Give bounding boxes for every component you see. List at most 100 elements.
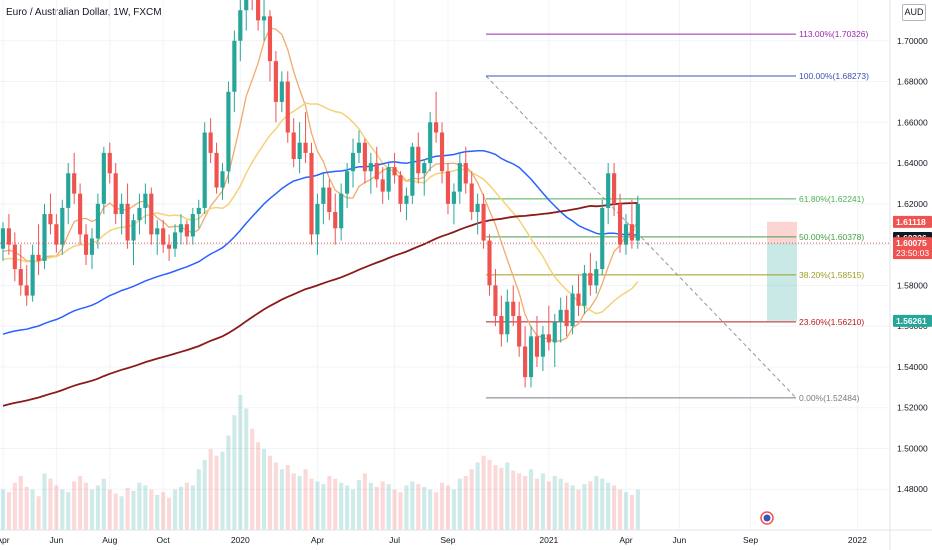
candle-body <box>208 132 213 153</box>
currency-badge[interactable]: AUD <box>902 4 926 21</box>
volume-bar <box>416 484 421 530</box>
volume-bar <box>149 489 154 530</box>
price-tag-label: 1.60075 <box>896 238 927 248</box>
candle-body <box>279 81 284 102</box>
volume-bar <box>196 469 201 530</box>
price-tag-label: 1.56261 <box>896 316 927 326</box>
y-tick-label: 1.68000 <box>897 77 928 87</box>
volume-bar <box>54 485 59 530</box>
volume-bar <box>232 415 237 530</box>
volume-bar <box>356 480 362 530</box>
candle-body <box>493 285 498 316</box>
candle-body <box>534 336 540 357</box>
volume-bar <box>517 473 522 530</box>
candle-body <box>350 152 356 172</box>
volume-bar <box>214 455 219 530</box>
candle-body <box>422 163 427 174</box>
volume-bar <box>0 489 6 530</box>
volume-bar <box>629 494 634 530</box>
volume-bar <box>505 462 510 530</box>
volume-bar <box>78 476 83 530</box>
volume-bar <box>439 482 445 530</box>
volume-bar <box>475 462 480 530</box>
candle-body <box>594 269 599 286</box>
volume-bar <box>18 476 23 530</box>
volume-bar <box>72 481 77 530</box>
candle-body <box>404 195 409 204</box>
volume-bar <box>481 455 486 530</box>
candle-body <box>18 269 23 286</box>
candle-body <box>172 232 178 249</box>
volume-bar <box>66 492 71 530</box>
candle-body <box>481 203 486 241</box>
candle-body <box>125 203 130 241</box>
fibonacci-levels: 113.00%(1.70326) 100.00%(1.68273) 61.80%(1… <box>485 29 869 403</box>
volume-bar <box>534 478 540 530</box>
fib-level-label: 0.00%(1.52484) <box>799 393 860 403</box>
volume-bar <box>167 497 172 530</box>
candle-body <box>552 322 557 343</box>
volume-bar <box>576 489 581 530</box>
candle-body <box>226 91 231 172</box>
candle-body <box>517 315 522 347</box>
candle-body <box>303 142 308 153</box>
volume-bar <box>594 476 599 530</box>
volume-bar <box>617 489 623 530</box>
volume-bar <box>42 473 47 530</box>
volume-bar <box>321 484 326 530</box>
candle-body <box>451 191 456 204</box>
y-tick-label: 1.64000 <box>897 158 928 168</box>
candle-body <box>137 207 142 221</box>
volume-bar <box>244 408 249 530</box>
candle-body <box>131 220 136 241</box>
candle-body <box>434 122 439 133</box>
price-tag-countdown: 23:50:03 <box>896 248 929 258</box>
volume-bar <box>297 476 302 530</box>
y-tick-label: 1.52000 <box>897 403 928 413</box>
volume-bar <box>48 478 53 530</box>
price-tag <box>893 237 932 260</box>
volume-bar <box>125 488 130 530</box>
volume-bar <box>190 485 195 530</box>
price-tag <box>893 215 932 228</box>
fib-level-label: 61.80%(1.62241) <box>799 194 864 204</box>
ma-100-line <box>2 150 638 335</box>
candle-body <box>119 203 124 215</box>
candle-body <box>475 203 480 212</box>
volume-bar <box>279 469 284 530</box>
y-tick-label: 1.58000 <box>897 280 928 290</box>
candle-body <box>214 152 219 188</box>
volume-bar <box>250 428 255 530</box>
candle-body <box>368 163 373 172</box>
volume-bar <box>445 485 451 530</box>
volume-bar <box>457 478 462 530</box>
volume-bar <box>523 476 528 530</box>
candle-body <box>362 142 367 172</box>
candle-body <box>398 175 403 204</box>
candle-body <box>78 193 83 235</box>
volume-bar <box>345 485 350 530</box>
volume-bar <box>612 485 617 530</box>
volume-bar <box>303 469 308 530</box>
x-tick-label: Oct <box>157 535 171 545</box>
candle-body <box>339 193 344 229</box>
candle-body <box>392 167 397 176</box>
y-tick-label: 1.62000 <box>897 199 928 209</box>
candle-body <box>60 207 65 245</box>
candle-body <box>558 309 563 323</box>
ma-mid-line <box>2 102 639 315</box>
candle-body <box>196 207 201 215</box>
candle-body <box>356 142 362 153</box>
volume-bar <box>487 459 492 530</box>
candle-body <box>155 228 160 235</box>
candle-body <box>42 214 47 261</box>
y-tick-label: 1.70000 <box>897 36 928 46</box>
candle-body <box>629 224 634 241</box>
volume-bar <box>451 489 456 530</box>
price-tag-label: 1.61118 <box>896 217 926 227</box>
candle-body <box>0 228 6 249</box>
volume-bar <box>327 476 332 530</box>
candle-body <box>178 224 184 233</box>
volume-bar <box>137 482 142 530</box>
